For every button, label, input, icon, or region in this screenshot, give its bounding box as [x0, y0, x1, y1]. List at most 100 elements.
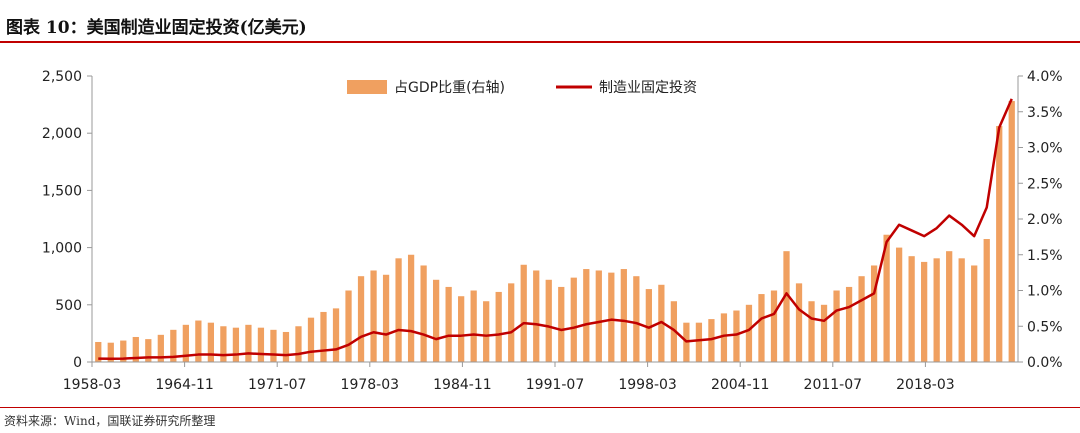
bar	[570, 277, 577, 362]
bar	[708, 319, 715, 362]
x-tick-label: 2018-03	[896, 377, 955, 393]
bar	[407, 254, 415, 362]
bar	[633, 276, 640, 362]
y-left-tick-label: 500	[55, 298, 82, 314]
x-tick-label: 2004-11	[711, 377, 770, 393]
bar	[645, 289, 652, 362]
bar	[332, 308, 340, 363]
y-right-tick-label: 3.5%	[1027, 105, 1063, 121]
bar	[1008, 101, 1015, 362]
bar	[583, 269, 590, 362]
x-tick-label: 1998-03	[618, 377, 677, 393]
bar-series	[95, 101, 1015, 363]
bar	[833, 290, 840, 362]
bar	[545, 279, 552, 362]
bar	[921, 261, 928, 362]
bar	[145, 339, 152, 362]
bar	[508, 283, 515, 362]
bar	[282, 331, 290, 362]
bar	[257, 327, 265, 362]
y-right-tick-label: 2.5%	[1027, 176, 1063, 192]
bar	[320, 311, 327, 362]
bar	[770, 290, 778, 362]
bar	[182, 324, 189, 362]
bar	[357, 276, 365, 362]
bar	[295, 326, 302, 362]
x-tick-label: 1978-03	[341, 377, 400, 393]
y-right-tick-label: 0.0%	[1027, 355, 1063, 371]
bar	[720, 313, 728, 362]
bar	[946, 251, 953, 362]
bar	[245, 324, 252, 362]
y-left-tick-label: 1,000	[42, 241, 82, 257]
bar	[345, 290, 352, 362]
bar	[107, 342, 114, 362]
bar	[470, 290, 477, 362]
bar	[808, 301, 815, 362]
bar	[933, 258, 940, 362]
y-left-tick-label: 1,500	[42, 183, 82, 199]
legend-line-label: 制造业固定投资	[599, 80, 697, 96]
bar	[745, 304, 753, 362]
line-series	[98, 98, 1013, 361]
bar	[483, 301, 490, 362]
y-left-tick-label: 2,500	[42, 69, 82, 85]
bar	[820, 304, 828, 362]
y-right-tick-label: 3.0%	[1027, 141, 1063, 157]
bar	[195, 320, 202, 362]
bar	[533, 270, 540, 362]
bar	[783, 251, 790, 362]
bar	[382, 274, 390, 362]
title-bar: 图表 10：美国制造业固定投资(亿美元)	[0, 0, 1080, 44]
bar	[895, 247, 903, 362]
bar	[307, 317, 315, 362]
bar	[432, 279, 440, 362]
source-note: 资料来源：Wind，国联证券研究所整理	[4, 414, 216, 428]
bar	[207, 322, 215, 362]
y-left-tick-label: 2,000	[42, 126, 82, 142]
bar	[858, 276, 865, 362]
bar	[157, 334, 164, 362]
bar	[908, 256, 915, 362]
footer-rule	[0, 407, 1080, 408]
bar	[883, 234, 890, 362]
bar	[733, 310, 740, 362]
bar	[870, 265, 878, 362]
bar	[232, 327, 240, 362]
chart-title: 图表 10：美国制造业固定投资(亿美元)	[6, 18, 307, 38]
bar	[983, 239, 990, 362]
bar	[270, 329, 277, 362]
bar	[520, 264, 527, 362]
bar	[695, 322, 703, 362]
x-tick-label: 1964-11	[155, 377, 214, 393]
bar	[996, 126, 1003, 362]
legend-bar-label: 占GDP比重(右轴)	[394, 80, 505, 96]
x-tick-label: 2011-07	[804, 377, 863, 393]
bar	[495, 291, 502, 362]
bar	[132, 336, 139, 362]
bar	[958, 258, 965, 362]
bar	[170, 329, 177, 362]
x-tick-label: 1991-07	[526, 377, 585, 393]
bar	[370, 270, 377, 362]
x-tick-label: 1971-07	[248, 377, 307, 393]
bar	[595, 270, 602, 362]
chart: 0 500 1,000 1,500 2,000 2,500 0.0% 0.5% 1.0% 1.5%…	[42, 69, 1063, 393]
bar	[220, 326, 227, 362]
y-right-tick-label: 1.5%	[1027, 248, 1063, 264]
bar	[458, 296, 465, 362]
bar	[795, 283, 803, 362]
bar	[445, 286, 452, 362]
bar	[608, 272, 615, 363]
legend-bar-swatch	[347, 80, 387, 94]
y-left-tick-label: 0	[73, 355, 82, 371]
bar	[758, 294, 765, 362]
bar	[120, 340, 127, 362]
bar	[95, 341, 102, 362]
title-rule	[0, 41, 1080, 43]
bar	[558, 286, 565, 362]
x-tick-label: 1958-03	[63, 377, 122, 393]
bar	[420, 265, 427, 362]
bar	[620, 269, 627, 362]
y-right-tick-label: 1.0%	[1027, 284, 1063, 300]
